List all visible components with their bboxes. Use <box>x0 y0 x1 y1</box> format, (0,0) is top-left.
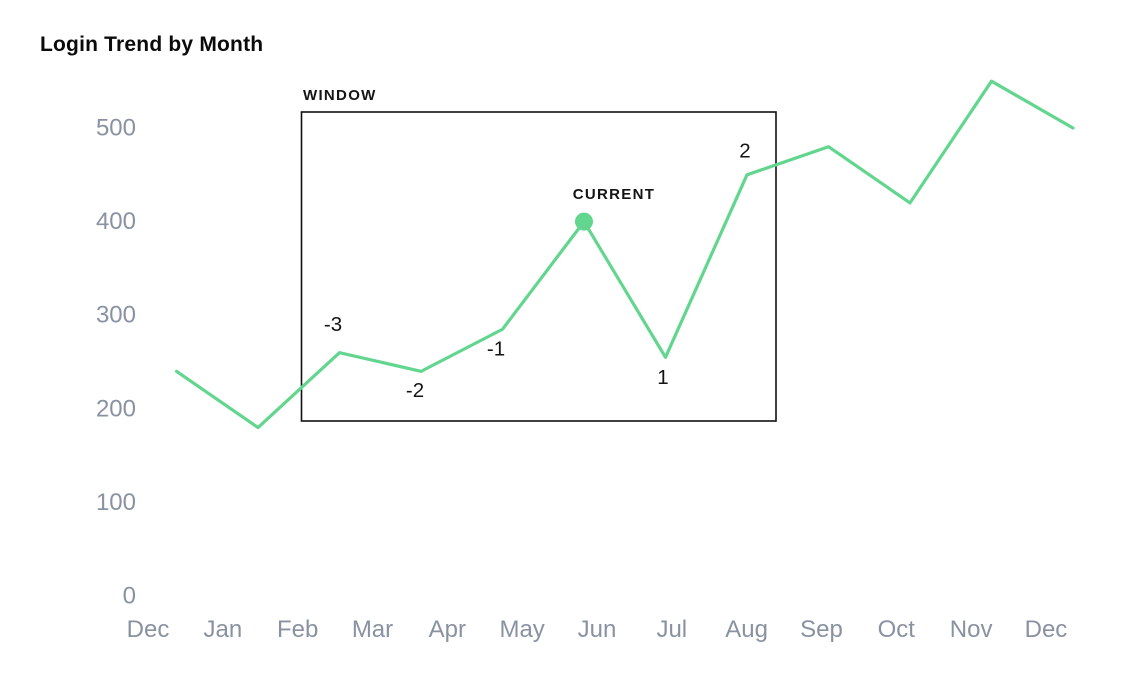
x-axis-tick-label: Jan <box>203 616 242 643</box>
y-axis-tick-label: 300 <box>96 302 136 329</box>
offset-label: -2 <box>406 379 424 402</box>
x-axis-tick-label: Aug <box>725 616 768 643</box>
x-axis-tick-label: May <box>499 616 544 643</box>
chart-title: Login Trend by Month <box>40 33 264 56</box>
x-axis-tick-label: Dec <box>127 616 170 643</box>
x-axis-tick-label: Mar <box>352 616 393 643</box>
y-axis-tick-label: 0 <box>123 583 136 610</box>
current-label: CURRENT <box>573 186 655 203</box>
window-label: WINDOW <box>303 87 377 104</box>
y-axis-tick-label: 200 <box>96 395 136 422</box>
x-axis-tick-label: Feb <box>277 616 318 643</box>
x-axis-tick-label: Oct <box>878 616 916 643</box>
offset-label: 1 <box>657 366 668 389</box>
x-axis-tick-label: Sep <box>800 616 843 643</box>
x-axis-tick-label: Jul <box>656 616 687 643</box>
offset-label: -1 <box>487 338 505 361</box>
offset-label: -3 <box>324 313 342 336</box>
current-point-marker <box>575 212 593 231</box>
y-axis-tick-label: 500 <box>96 115 136 142</box>
x-axis-tick-label: Apr <box>429 616 466 643</box>
offset-label: 2 <box>739 139 750 162</box>
trend-line <box>174 79 1075 430</box>
x-axis-tick-label: Jun <box>578 616 617 643</box>
x-axis-tick-label: Nov <box>950 616 993 643</box>
window-rect <box>300 111 777 422</box>
y-axis-tick-label: 400 <box>96 208 136 235</box>
x-axis-tick-label: Dec <box>1025 616 1068 643</box>
y-axis-tick-label: 100 <box>96 489 136 516</box>
